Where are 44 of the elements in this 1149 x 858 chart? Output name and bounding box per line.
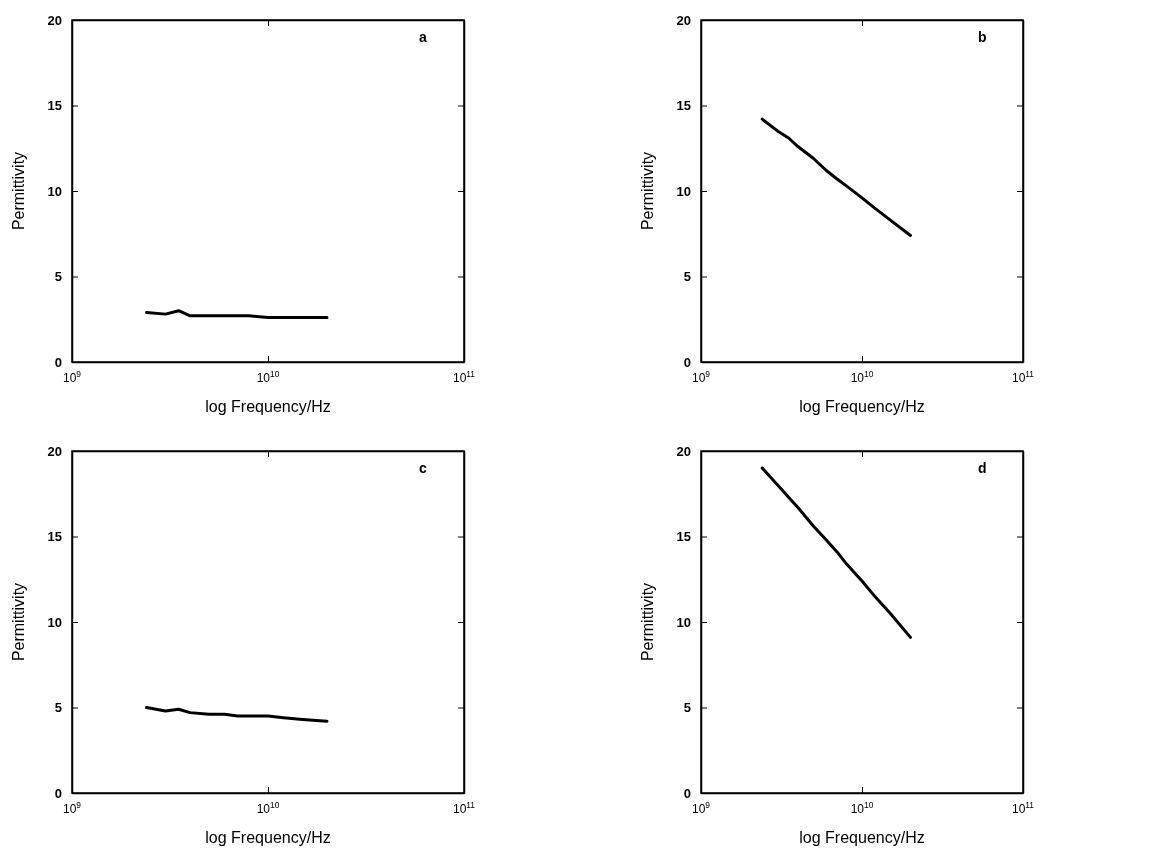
x-tick-label: 10$^{11}$ [452, 369, 476, 385]
x-axis-title: log Frequency/Hz [205, 829, 331, 846]
x-tick-label: 10$^{10}$ [850, 800, 874, 816]
x-tick-label: 10$^{10}$ [850, 369, 874, 385]
y-tick-label: 20 [47, 443, 62, 459]
y-axis-title: Permittivity [639, 582, 656, 662]
y-tick-label: 10 [676, 614, 691, 630]
annotation: b [978, 29, 987, 45]
x-tick-label: 10$^{11}$ [1011, 369, 1035, 385]
x-tick-label: 10$^{9}$ [691, 369, 711, 385]
annotation: c [419, 460, 427, 476]
x-tick-label: 10$^{9}$ [691, 800, 711, 816]
x-tick-label: 10$^{9}$ [62, 369, 82, 385]
y-tick-label: 10 [47, 183, 62, 199]
y-tick-label: 15 [676, 529, 691, 545]
y-tick-label: 5 [54, 700, 62, 716]
x-axis-title: log Frequency/Hz [799, 829, 925, 846]
y-tick-label: 15 [47, 529, 62, 545]
x-tick-label: 10$^{11}$ [1011, 800, 1035, 816]
y-tick-label: 0 [683, 785, 691, 801]
y-tick-label: 5 [54, 269, 62, 285]
y-axis-title: Permittivity [10, 151, 27, 231]
x-tick-label: 10$^{9}$ [62, 800, 82, 816]
y-tick-label: 10 [47, 614, 62, 630]
y-tick-label: 15 [47, 98, 62, 114]
y-tick-label: 20 [47, 12, 62, 28]
annotation: d [978, 460, 987, 476]
x-tick-label: 10$^{10}$ [256, 369, 280, 385]
x-tick-label: 10$^{11}$ [452, 800, 476, 816]
y-tick-label: 0 [683, 354, 691, 370]
x-axis-title: log Frequency/Hz [799, 398, 925, 415]
x-tick-label: 10$^{10}$ [256, 800, 280, 816]
y-axis-title: Permittivity [639, 151, 656, 231]
annotation: a [419, 29, 427, 45]
y-tick-label: 20 [676, 12, 691, 28]
y-tick-label: 20 [676, 443, 691, 459]
y-tick-label: 5 [683, 700, 691, 716]
x-axis-title: log Frequency/Hz [205, 398, 331, 415]
y-tick-label: 10 [676, 183, 691, 199]
y-tick-label: 0 [54, 785, 62, 801]
y-tick-label: 0 [54, 354, 62, 370]
y-tick-label: 15 [676, 98, 691, 114]
y-tick-label: 5 [683, 269, 691, 285]
y-axis-title: Permittivity [10, 582, 27, 662]
